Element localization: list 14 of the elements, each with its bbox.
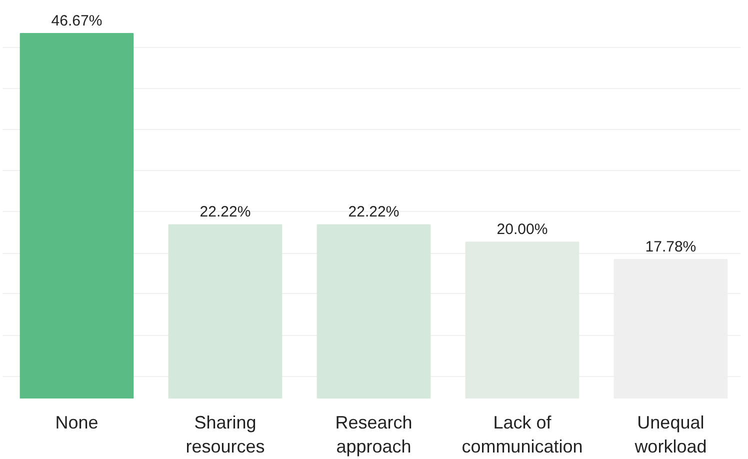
x-tick-label: None [55, 412, 98, 432]
x-tick-label: Research approach [335, 412, 412, 456]
data-label: 22.22% [348, 204, 400, 221]
bar [20, 33, 134, 398]
bar [316, 224, 431, 398]
x-tick-label: Sharing resources [186, 412, 265, 456]
data-label: 20.00% [496, 221, 548, 238]
data-label: 17.78% [645, 238, 696, 256]
data-label: 22.22% [200, 204, 251, 221]
x-tick-label: Lack of communication [462, 412, 583, 456]
bar [168, 224, 282, 398]
bar [465, 242, 580, 398]
data-label: 46.67% [51, 12, 102, 30]
x-tick-label: Unequal workload [634, 412, 707, 456]
